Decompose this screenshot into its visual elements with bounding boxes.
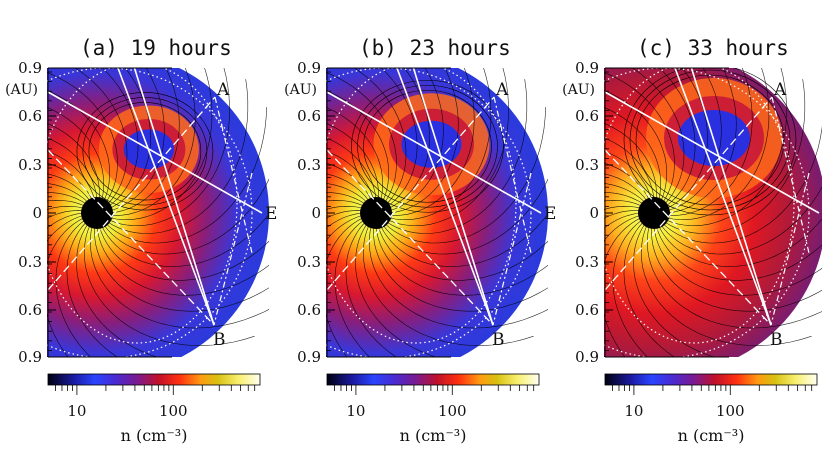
- y-tick-label: 0.9: [18, 59, 42, 77]
- y-tick-label: 0.9: [575, 348, 599, 366]
- panel-title: (c) 33 hours: [637, 36, 789, 60]
- colorbar: 10 100 n (cm⁻³): [47, 373, 261, 445]
- cme-cloud: [678, 110, 750, 166]
- y-tick-label: 0: [311, 204, 321, 222]
- y-axis: 0.9 0.6 0.3 0 0.3 0.6 0.9 (AU): [284, 59, 451, 366]
- sightlines: [326, 59, 542, 326]
- point-label-e: E: [265, 204, 277, 224]
- y-tick-label: 0.6: [575, 301, 599, 319]
- sun: [81, 197, 113, 229]
- colorbar-label: n (cm⁻³): [678, 426, 745, 445]
- y-tick-label: 0.3: [18, 253, 42, 271]
- orbit-circle: [47, 68, 253, 357]
- colorbar-tick-label: 100: [159, 402, 188, 420]
- orbit-circle: [604, 68, 810, 357]
- field-lines: [604, 68, 822, 357]
- point-label-e: E: [544, 204, 556, 224]
- point-label-b: B: [770, 330, 783, 350]
- colorbar: 10 100 n (cm⁻³): [326, 373, 540, 445]
- point-label-a: A: [216, 80, 230, 100]
- y-tick-label: 0.9: [297, 348, 321, 366]
- y-tick-label: 0.6: [575, 107, 599, 125]
- y-tick-label: 0.6: [297, 107, 321, 125]
- colorbar-tick-label: 10: [346, 402, 365, 420]
- y-tick-label: 0: [589, 204, 599, 222]
- y-tick-label: 0.9: [18, 348, 42, 366]
- y-tick-label: 0.3: [575, 253, 599, 271]
- colorbar-label: n (cm⁻³): [400, 426, 467, 445]
- panel-b: A E B 0.9 0.6 0.3 0 0.3 0.6 0.9 (AU) (b) 23 hours 10…: [284, 36, 556, 445]
- y-unit-label: (AU): [562, 82, 595, 98]
- sun: [360, 197, 392, 229]
- panel-a: A E B 0.9 0.6 0.3 0 0.3 0.6 0.9 (AU) (a) 19 hours 10…: [5, 36, 277, 445]
- colorbar-label: n (cm⁻³): [121, 426, 188, 445]
- y-unit-label: (AU): [284, 82, 317, 98]
- sightlines: [47, 59, 263, 326]
- y-tick-label: 0.9: [297, 59, 321, 77]
- colorbar-tick-label: 100: [716, 402, 745, 420]
- point-label-a: A: [495, 80, 509, 100]
- y-axis: 0.9 0.6 0.3 0 0.3 0.6 0.9 (AU): [562, 59, 729, 366]
- y-tick-label: 0.3: [18, 156, 42, 174]
- colorbar-tick-label: 10: [67, 402, 86, 420]
- colorbar-tick-label: 100: [438, 402, 467, 420]
- y-axis: 0.9 0.6 0.3 0 0.3 0.6 0.9 (AU): [5, 59, 172, 366]
- point-label-b: B: [213, 330, 226, 350]
- y-unit-label: (AU): [5, 82, 38, 98]
- field-lines: [47, 68, 269, 357]
- y-tick-label: 0: [32, 204, 42, 222]
- point-label-b: B: [492, 330, 505, 350]
- y-tick-label: 0.6: [18, 107, 42, 125]
- orbit-circle: [326, 68, 532, 357]
- colorbar-tick-label: 10: [624, 402, 643, 420]
- y-tick-label: 0.3: [575, 156, 599, 174]
- y-tick-label: 0.3: [297, 156, 321, 174]
- sightlines: [604, 59, 820, 326]
- y-tick-label: 0.3: [297, 253, 321, 271]
- colorbar: 10 100 n (cm⁻³): [604, 373, 818, 445]
- panel-title: (b) 23 hours: [359, 36, 511, 60]
- point-label-a: A: [773, 80, 787, 100]
- y-tick-label: 0.6: [297, 301, 321, 319]
- y-tick-label: 0.9: [575, 59, 599, 77]
- panel-title: (a) 19 hours: [80, 36, 232, 60]
- y-tick-label: 0.6: [18, 301, 42, 319]
- sun: [638, 197, 670, 229]
